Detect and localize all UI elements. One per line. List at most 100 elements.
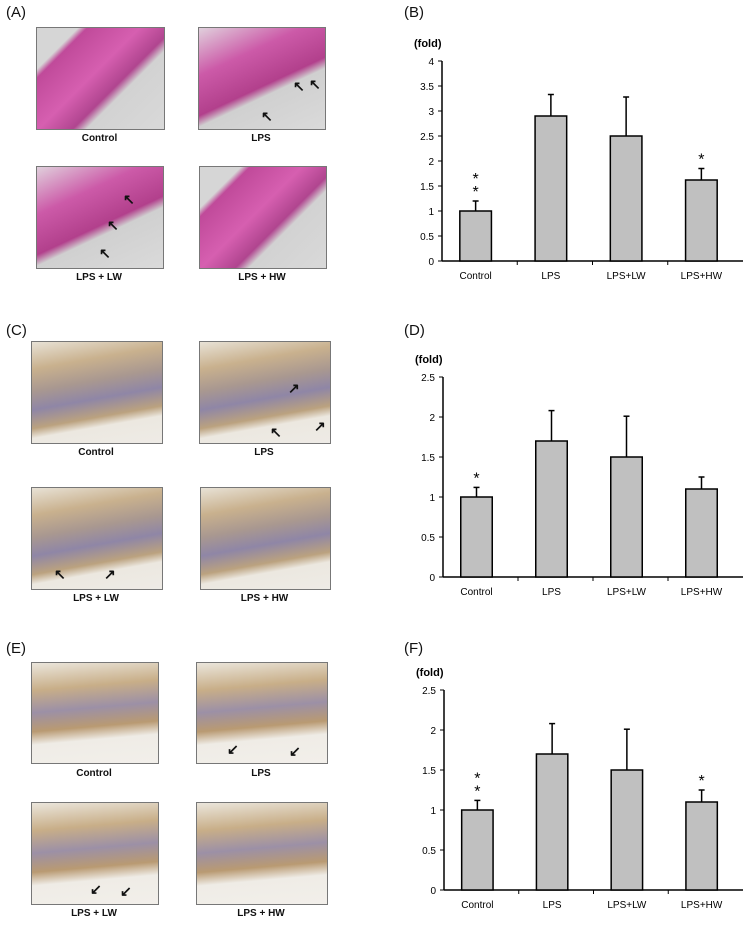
micrograph-a-control: [36, 27, 165, 130]
x-tick-label: LPS: [541, 271, 560, 282]
caption-e-control: Control: [76, 768, 112, 779]
arrow-icon: ↖: [123, 191, 135, 207]
bar: [609, 135, 643, 262]
caption-e-lps: LPS: [251, 768, 271, 779]
arrow-icon: ↖: [54, 566, 66, 582]
bar: [460, 809, 494, 891]
x-tick-label: Control: [460, 587, 492, 598]
y-tick-label: 1.5: [420, 182, 434, 193]
x-tick-label: LPS+LW: [607, 271, 647, 282]
significance-marker: *: [699, 773, 705, 790]
caption-e-lps-lw: LPS + LW: [71, 908, 117, 919]
panel-label-e: (E): [6, 640, 26, 657]
y-tick-label: 2: [430, 726, 436, 737]
y-tick-label: 2.5: [421, 373, 435, 384]
bar-chart-d: (fold) 0 0.5 1 1.5 2 2.5 Control * LPS LPS+LW LPS+H…: [400, 330, 750, 610]
arrow-icon: ↙: [227, 741, 239, 757]
micrograph-e-lps-hw: [196, 802, 328, 905]
significance-marker: *: [474, 783, 480, 800]
x-tick-label: LPS+HW: [681, 900, 723, 911]
arrow-icon: ↖: [309, 76, 321, 92]
arrow-icon: ↗: [288, 380, 300, 396]
significance-marker: *: [698, 152, 704, 169]
panel-label-d: (D): [404, 322, 425, 339]
micrograph-c-lps-hw: [200, 487, 331, 590]
arrow-icon: ↗: [314, 418, 326, 434]
panel-label-c: (C): [6, 322, 27, 339]
bar: [460, 496, 493, 578]
x-tick-label: LPS+LW: [607, 900, 647, 911]
y-tick-label: 1: [430, 806, 436, 817]
y-tick-label: 2.5: [422, 686, 436, 697]
y-tick-label: 0: [428, 257, 434, 268]
caption-a-lps-hw: LPS + HW: [238, 272, 286, 283]
significance-marker: *: [473, 470, 479, 487]
caption-c-control: Control: [78, 447, 114, 458]
y-tick-label: 1: [429, 493, 435, 504]
significance-marker: *: [473, 171, 479, 188]
y-tick-label: 0: [429, 573, 435, 584]
y-tick-label: 0.5: [422, 846, 436, 857]
micrograph-a-lps: ↖ ↖ ↖: [198, 27, 326, 130]
y-axis-label: (fold): [414, 38, 442, 50]
arrow-icon: ↙: [90, 881, 102, 897]
bar: [459, 210, 493, 262]
caption-e-lps-hw: LPS + HW: [237, 908, 285, 919]
bar: [685, 801, 719, 891]
panel-label-a: (A): [6, 4, 26, 21]
y-tick-label: 4: [428, 57, 434, 68]
bar: [610, 456, 643, 578]
caption-a-control: Control: [81, 133, 118, 144]
y-tick-label: 2: [429, 413, 435, 424]
caption-c-lps: LPS: [254, 447, 274, 458]
bar-chart-b: (fold) 0 0.5 1 1.5 2 2.5 3 3.5 4 Control * * LPS LPS+L…: [400, 0, 750, 290]
micrograph-c-lps: ↗ ↖ ↗: [199, 341, 331, 444]
micrograph-c-lps-lw: ↖ ↗: [31, 487, 163, 590]
arrow-icon: ↖: [99, 245, 111, 261]
bar: [535, 440, 568, 578]
y-tick-label: 0: [430, 886, 436, 897]
bar: [534, 115, 568, 262]
caption-c-lps-lw: LPS + LW: [73, 593, 119, 604]
y-axis-label: (fold): [416, 667, 444, 679]
y-tick-label: 2.5: [420, 132, 434, 143]
arrow-icon: ↗: [104, 566, 116, 582]
micrograph-a-lps-hw: [199, 166, 327, 269]
bar: [610, 769, 644, 891]
arrow-icon: ↖: [270, 424, 282, 440]
x-tick-label: LPS+HW: [681, 587, 723, 598]
y-tick-label: 2: [428, 157, 434, 168]
y-tick-label: 0.5: [420, 232, 434, 243]
x-tick-label: Control: [460, 271, 492, 282]
y-tick-label: 1.5: [422, 766, 436, 777]
bar-chart-f: (fold) 0 0.5 1 1.5 2 2.5 Control * * LPS LPS+LW LPS+…: [400, 640, 750, 929]
bar: [684, 179, 718, 262]
panel-label-f: (F): [404, 640, 424, 657]
arrow-icon: ↙: [289, 743, 301, 759]
caption-a-lps: LPS: [251, 133, 271, 144]
bar: [535, 753, 569, 891]
caption-c-lps-hw: LPS + HW: [240, 593, 289, 604]
y-tick-label: 1: [428, 207, 434, 218]
x-tick-label: LPS+LW: [607, 587, 647, 598]
micrograph-a-lps-lw: ↖ ↖ ↖: [36, 166, 164, 269]
bar: [685, 488, 718, 578]
y-tick-label: 3.5: [420, 82, 434, 93]
x-tick-label: LPS+HW: [681, 271, 723, 282]
arrow-icon: ↙: [120, 883, 132, 899]
y-tick-label: 0.5: [421, 533, 435, 544]
significance-marker: *: [474, 770, 480, 787]
micrograph-c-control: [31, 341, 163, 444]
y-tick-label: 1.5: [421, 453, 435, 464]
panel-label-b: (B): [404, 4, 424, 21]
micrograph-e-lps-lw: ↙ ↙: [31, 802, 159, 905]
caption-a-lps-lw: LPS + LW: [76, 272, 122, 283]
significance-marker: *: [473, 184, 479, 201]
arrow-icon: ↖: [261, 108, 273, 124]
arrow-icon: ↖: [293, 78, 305, 94]
y-tick-label: 3: [428, 107, 434, 118]
x-tick-label: Control: [461, 900, 493, 911]
x-tick-label: LPS: [543, 900, 562, 911]
x-tick-label: LPS: [542, 587, 561, 598]
arrow-icon: ↖: [107, 217, 119, 233]
